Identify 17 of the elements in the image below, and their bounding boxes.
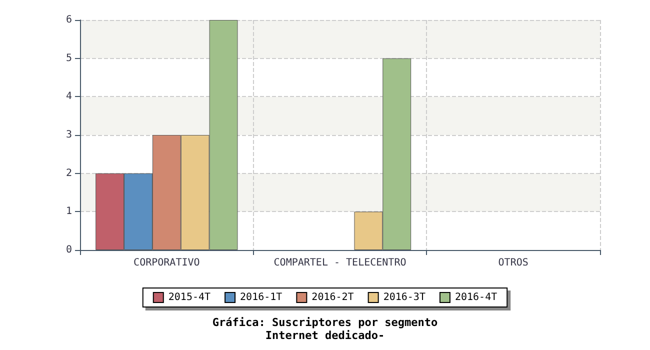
- y-tick-label: 5: [66, 52, 72, 64]
- x-tick-label: CORPORATIVO: [134, 258, 200, 268]
- legend-label: 2016-3T: [383, 292, 426, 303]
- x-tick-label: OTROS: [498, 258, 528, 268]
- legend-label: 2016-2T: [312, 292, 354, 303]
- text: Internet dedicado-: [265, 329, 385, 342]
- legend-label: 2016-4T: [454, 292, 498, 303]
- y-tick-label: 0: [66, 244, 72, 256]
- legend-label: 2016-1T: [240, 292, 282, 303]
- y-tick-label: 3: [66, 130, 72, 140]
- y-tick-label: 2: [66, 168, 72, 179]
- y-tick-label: 4: [66, 91, 72, 102]
- legend-label: 2015-4T: [168, 292, 211, 303]
- y-tick-label: 6: [66, 14, 72, 26]
- y-tick-label: 1: [66, 206, 72, 218]
- text: Gráfica: Suscriptores por segmento: [212, 316, 438, 329]
- x-tick-label: COMPARTEL - TELECENTRO: [274, 258, 406, 268]
